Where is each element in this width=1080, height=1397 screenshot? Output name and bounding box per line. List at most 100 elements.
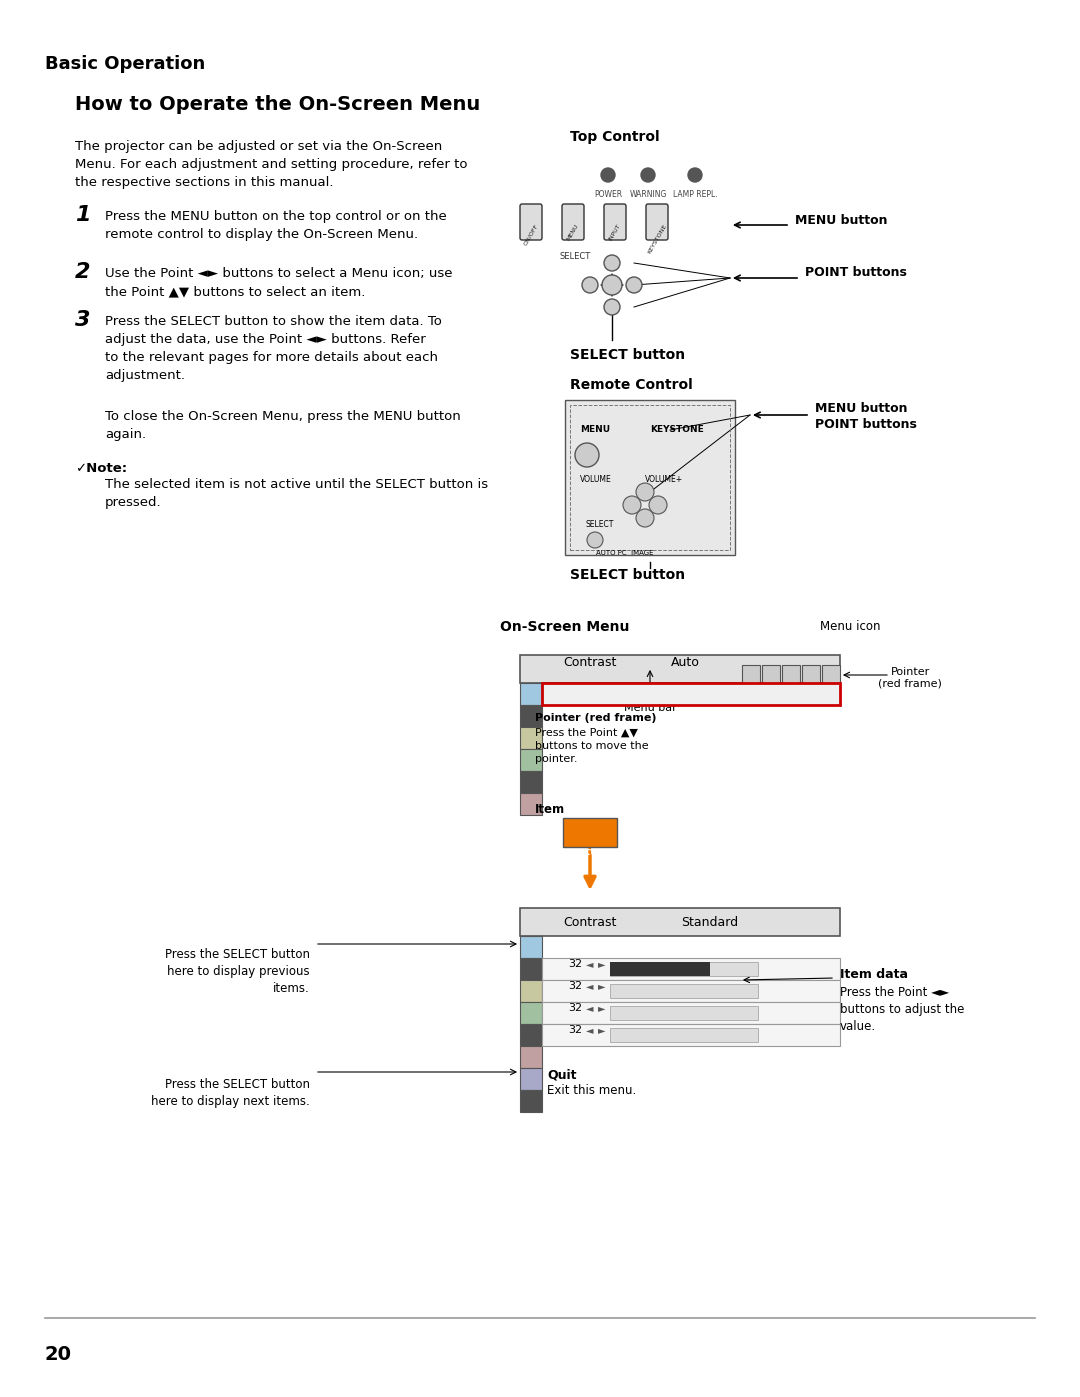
Text: Contrast: Contrast (564, 915, 617, 929)
Text: Press the Point ◄►
buttons to adjust the
value.: Press the Point ◄► buttons to adjust the… (840, 986, 964, 1032)
Text: 2: 2 (75, 263, 91, 282)
Text: SELECT button: SELECT button (570, 348, 685, 362)
Bar (542, 1002, 840, 1024)
Bar (565, 400, 735, 555)
Text: ◄: ◄ (586, 958, 594, 970)
Circle shape (602, 275, 622, 295)
Bar (519, 1046, 542, 1067)
Bar (519, 958, 542, 981)
Text: Use the Point ◄► buttons to select a Menu icon; use
the Point ▲▼ buttons to sele: Use the Point ◄► buttons to select a Men… (105, 267, 453, 298)
Bar (519, 908, 840, 936)
Circle shape (604, 256, 620, 271)
Bar (542, 1024, 840, 1046)
Circle shape (575, 443, 599, 467)
FancyBboxPatch shape (562, 204, 584, 240)
Text: Pointer (red frame): Pointer (red frame) (535, 712, 657, 724)
Text: Menu bar: Menu bar (623, 703, 676, 712)
Circle shape (623, 496, 642, 514)
Circle shape (626, 277, 642, 293)
Text: 32: 32 (568, 981, 582, 990)
Text: INPUT: INPUT (608, 224, 622, 242)
Text: KEYSTONE: KEYSTONE (647, 224, 667, 254)
Circle shape (649, 496, 667, 514)
Bar (519, 793, 542, 814)
Bar (802, 665, 820, 683)
Bar (610, 963, 710, 977)
Bar (822, 665, 840, 683)
FancyBboxPatch shape (604, 204, 626, 240)
Text: Exit this menu.: Exit this menu. (546, 1084, 636, 1097)
Text: MENU: MENU (566, 224, 580, 242)
Text: Top Control: Top Control (570, 130, 660, 144)
Text: 20: 20 (45, 1345, 72, 1363)
Text: On-Screen Menu: On-Screen Menu (500, 620, 630, 634)
Text: 32: 32 (568, 1025, 582, 1035)
Text: VOLUME: VOLUME (580, 475, 611, 483)
Circle shape (636, 509, 654, 527)
Text: Press the MENU button on the top control or on the
remote control to display the: Press the MENU button on the top control… (105, 210, 447, 242)
Bar (519, 655, 840, 683)
FancyBboxPatch shape (519, 204, 542, 240)
Bar (782, 665, 800, 683)
Text: ◄: ◄ (586, 1003, 594, 1013)
Text: 32: 32 (568, 1003, 582, 1013)
Text: 3: 3 (75, 310, 91, 330)
FancyBboxPatch shape (646, 204, 669, 240)
Text: Press the SELECT button to show the item data. To
adjust the data, use the Point: Press the SELECT button to show the item… (105, 314, 442, 381)
Text: POINT buttons: POINT buttons (805, 265, 907, 278)
Text: SELECT: SELECT (559, 251, 591, 261)
Text: To close the On-Screen Menu, press the MENU button
again.: To close the On-Screen Menu, press the M… (105, 409, 461, 441)
Bar (610, 1028, 758, 1042)
Text: AUTO PC  IMAGE: AUTO PC IMAGE (596, 550, 653, 556)
Circle shape (642, 168, 654, 182)
Circle shape (582, 277, 598, 293)
Bar (519, 726, 542, 749)
Bar (519, 936, 542, 958)
Bar (519, 749, 542, 771)
Text: ◄: ◄ (586, 981, 594, 990)
Text: VOLUME+: VOLUME+ (645, 475, 684, 483)
Bar (519, 705, 542, 726)
Text: Basic Operation: Basic Operation (45, 54, 205, 73)
Text: ►: ► (598, 1003, 606, 1013)
Text: WARNING: WARNING (630, 190, 666, 198)
Text: SELECT
button: SELECT button (567, 835, 613, 856)
Text: Standard: Standard (681, 915, 739, 929)
Bar (762, 665, 780, 683)
Text: Quit: Quit (546, 1067, 577, 1081)
Circle shape (588, 532, 603, 548)
Bar (519, 683, 542, 705)
Text: KEYSTONE: KEYSTONE (650, 425, 704, 434)
Text: How to Operate the On-Screen Menu: How to Operate the On-Screen Menu (75, 95, 481, 115)
Text: Remote Control: Remote Control (570, 379, 692, 393)
Text: Auto: Auto (671, 657, 700, 669)
Bar (519, 1067, 542, 1090)
Bar (742, 665, 760, 683)
Bar (610, 983, 758, 997)
Text: ►: ► (598, 1025, 606, 1035)
Bar (519, 771, 542, 793)
Text: Item: Item (535, 803, 565, 816)
Bar (610, 963, 758, 977)
Text: MENU: MENU (580, 425, 610, 434)
Circle shape (604, 299, 620, 314)
Bar (519, 1090, 542, 1112)
Bar (519, 1002, 542, 1024)
Text: The projector can be adjusted or set via the On-Screen
Menu. For each adjustment: The projector can be adjusted or set via… (75, 140, 468, 189)
Text: 32: 32 (568, 958, 582, 970)
Text: ◄: ◄ (586, 1025, 594, 1035)
Text: LAMP REPL.: LAMP REPL. (673, 190, 717, 198)
Text: ✓Note:: ✓Note: (75, 462, 127, 475)
Text: SELECT button: SELECT button (570, 569, 685, 583)
Text: Press the Point ▲▼
buttons to move the
pointer.: Press the Point ▲▼ buttons to move the p… (535, 728, 649, 764)
Text: The selected item is not active until the SELECT button is
pressed.: The selected item is not active until th… (105, 478, 488, 509)
Circle shape (636, 483, 654, 502)
Text: POINT buttons: POINT buttons (815, 418, 917, 430)
Bar (542, 683, 840, 705)
Text: Press the SELECT button
here to display next items.: Press the SELECT button here to display … (151, 1078, 310, 1108)
FancyBboxPatch shape (563, 819, 617, 847)
Circle shape (688, 168, 702, 182)
Text: SELECT: SELECT (585, 520, 613, 529)
Bar (610, 1006, 758, 1020)
Text: MENU button: MENU button (795, 214, 888, 226)
